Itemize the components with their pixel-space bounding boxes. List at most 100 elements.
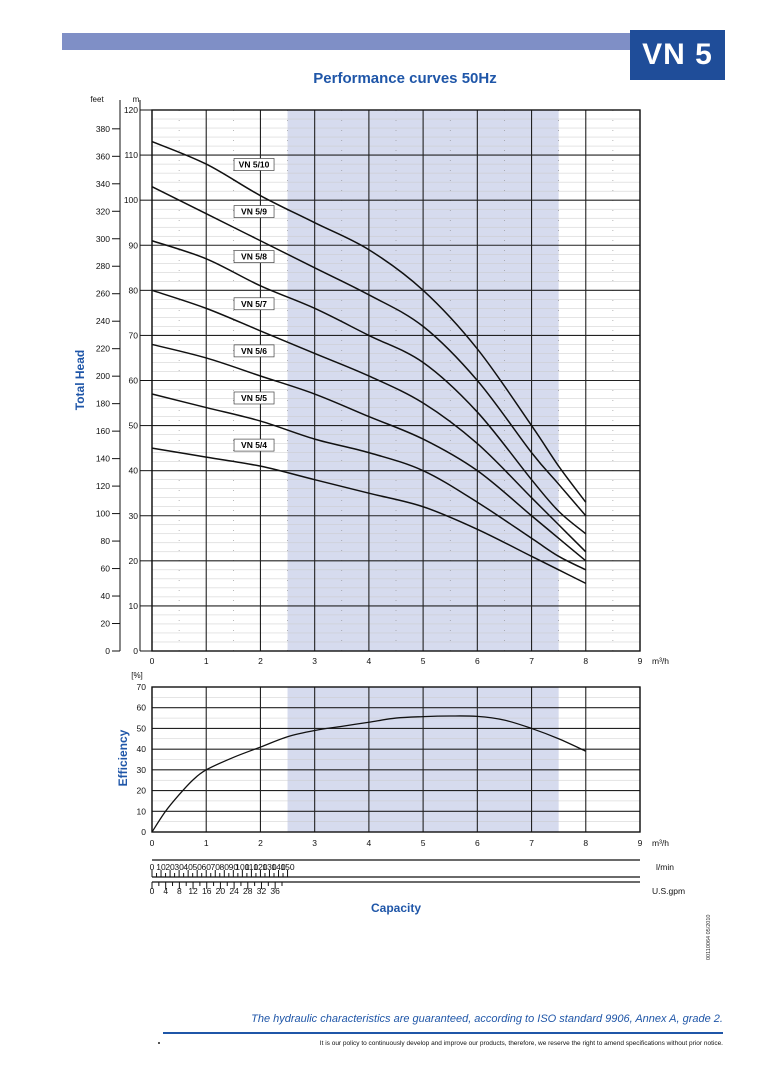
curve-label-vn-5-8: VN 5/8 [233,250,275,264]
lmin-tick-label: 110 [245,862,259,872]
head-x-tick-label: 6 [475,656,480,666]
metre-unit-label: m [133,95,140,104]
head-x-tick-label: 9 [638,656,643,666]
eff-x-tick-label: 7 [529,838,534,848]
feet-tick-label: 20 [101,619,111,629]
head-x-tick-label: 1 [204,656,209,666]
feet-tick-label: 260 [96,289,110,299]
curve-label-box [233,391,275,405]
footer-dot [158,1042,160,1044]
curve-vn-5-6 [151,343,587,562]
gpm-tick-label: 24 [229,886,239,896]
metre-tick-label: 30 [129,511,139,521]
feet-tick-label: 220 [96,344,110,354]
eff-tick-label: 30 [137,765,147,775]
feet-tick-label: 120 [96,481,110,491]
feet-tick-label: 300 [96,234,110,244]
lmin-tick-label: 90 [229,862,239,872]
gpm-tick-label: 36 [270,886,280,896]
guarantee-note: The hydraulic characteristics are guaran… [251,1013,723,1025]
header-bar [62,33,630,50]
head-x-tick-label: 7 [529,656,534,666]
policy-note: It is our policy to continuously develop… [319,1040,723,1047]
curve-label-text: VN 5/8 [241,252,267,262]
metre-tick-label: 110 [124,150,138,160]
metre-tick-label: 80 [129,285,139,295]
lmin-tick-label: 70 [211,862,221,872]
lmin-tick-label: 120 [253,862,267,872]
curve-label-vn-5-6: VN 5/6 [233,344,275,358]
feet-tick-label: 180 [96,399,110,409]
lmin-tick-label: 100 [235,862,249,872]
curve-label-vn-5-7: VN 5/7 [233,297,275,311]
feet-tick-label: 140 [96,454,110,464]
eff-tick-label: 10 [137,806,147,816]
eff-tick-label: 0 [141,827,146,837]
head-x-unit: m³/h [652,656,669,666]
eff-x-tick-label: 1 [204,838,209,848]
feet-tick-label: 240 [96,316,110,326]
head-x-tick-label: 3 [312,656,317,666]
head-x-tick-label: 8 [583,656,588,666]
feet-tick-label: 280 [96,261,110,271]
gpm-tick-label: 32 [257,886,267,896]
curve-vn-5-10 [151,140,587,503]
eff-x-tick-label: 6 [475,838,480,848]
feet-tick-label: 320 [96,206,110,216]
feet-tick-label: 0 [105,646,110,656]
efficiency-curve [151,715,587,833]
eff-axis-title: Efficiency [116,729,130,786]
curve-label-text: VN 5/7 [241,299,267,309]
metre-tick-label: 60 [129,376,139,386]
lmin-unit-label: l/min [656,862,674,872]
curve-label-vn-5-9: VN 5/9 [233,205,275,218]
gpm-tick-label: 12 [188,886,198,896]
curve-label-text: VN 5/5 [241,393,267,403]
document-code: 00110064 05/2010 [706,914,712,960]
eff-x-tick-label: 9 [638,838,643,848]
footer-divider [163,1032,723,1034]
eff-x-tick-label: 8 [583,838,588,848]
feet-tick-label: 40 [101,591,111,601]
metre-tick-label: 70 [129,330,139,340]
curve-label-box [233,438,275,452]
metre-tick-label: 40 [129,466,139,476]
lmin-tick-label: 140 [271,862,285,872]
eff-x-tick-label: 5 [421,838,426,848]
feet-tick-label: 380 [96,124,110,134]
curve-label-text: VN 5/9 [241,207,267,217]
metre-tick-label: 10 [129,601,139,611]
curve-vn-5-5 [151,393,587,571]
eff-x-tick-label: 4 [367,838,372,848]
eff-unit-label: [%] [131,671,143,680]
head-x-tick-label: 0 [150,656,155,666]
metre-tick-label: 20 [129,556,139,566]
feet-tick-label: 360 [96,151,110,161]
gpm-tick-label: 8 [177,886,182,896]
eff-tick-label: 20 [137,786,147,796]
gpm-tick-label: 4 [163,886,168,896]
curve-label-box [233,158,275,171]
head-x-tick-label: 2 [258,656,263,666]
eff-tick-label: 70 [137,682,147,692]
lmin-tick-label: 40 [183,862,193,872]
lmin-tick-label: 30 [174,862,184,872]
lmin-tick-label: 150 [280,862,294,872]
gpm-tick-label: 28 [243,886,253,896]
lmin-tick-label: 20 [165,862,175,872]
curve-vn-5-7 [151,289,587,553]
chart-title: Performance curves 50Hz [313,70,497,87]
feet-tick-label: 100 [96,509,110,519]
curve-label-text: VN 5/10 [239,159,270,169]
lmin-tick-label: 10 [156,862,166,872]
feet-tick-label: 200 [96,371,110,381]
curve-vn-5-4 [151,447,587,585]
feet-tick-label: 60 [101,564,111,574]
eff-plot-frame [151,686,641,833]
curve-label-text: VN 5/6 [241,346,267,356]
lmin-tick-label: 0 [150,862,155,872]
metre-tick-label: 90 [129,240,139,250]
lmin-tick-label: 80 [220,862,230,872]
capacity-axis-title: Capacity [371,901,421,915]
